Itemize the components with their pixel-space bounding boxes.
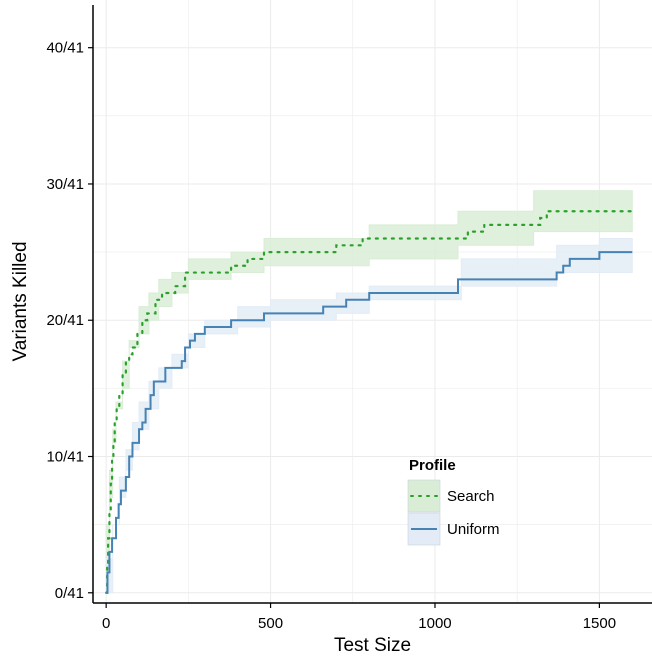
x-tick-label: 1500 [583, 615, 616, 632]
y-tick-label: 30/41 [46, 176, 84, 193]
x-tick-label: 500 [258, 615, 283, 632]
y-tick-label: 10/41 [46, 449, 84, 466]
grid [93, 0, 652, 603]
legend-title: Profile [409, 457, 456, 474]
legend-label-search: Search [447, 488, 495, 505]
legend: Profile Search Uniform [407, 457, 500, 546]
x-tick-label: 1000 [418, 615, 451, 632]
axes [88, 5, 652, 608]
y-tick-label: 0/41 [55, 585, 84, 602]
y-tick-label: 20/41 [46, 312, 84, 329]
x-tick-label: 0 [102, 615, 110, 632]
y-tick-labels: 0/41 10/41 20/41 30/41 40/41 [46, 40, 84, 602]
confidence-bands [105, 190, 633, 594]
y-axis-title: Variants Killed [10, 241, 31, 361]
series-lines [105, 210, 634, 594]
band-uniform [105, 237, 633, 594]
band-search [105, 190, 633, 594]
x-tick-labels: 0 500 1000 1500 [102, 615, 616, 632]
x-axis-title: Test Size [334, 635, 411, 656]
legend-label-uniform: Uniform [447, 521, 500, 538]
series-line-search [105, 210, 634, 594]
y-tick-label: 40/41 [46, 40, 84, 57]
series-line-uniform [106, 251, 633, 594]
